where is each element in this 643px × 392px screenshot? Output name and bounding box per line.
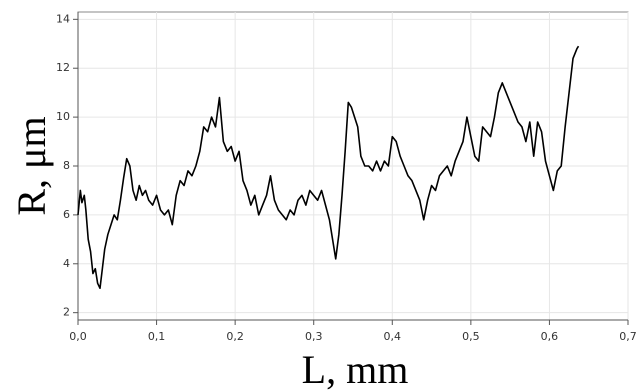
x-tick-label: 0,2 xyxy=(226,330,244,343)
x-tick-label: 0,1 xyxy=(148,330,166,343)
x-tick-label: 0,5 xyxy=(462,330,480,343)
x-tick-label: 0,6 xyxy=(541,330,559,343)
y-tick-label: 10 xyxy=(56,110,70,123)
x-tick-label: 0,0 xyxy=(69,330,87,343)
x-tick-label: 0,4 xyxy=(384,330,402,343)
y-tick-label: 4 xyxy=(63,257,70,270)
x-tick-label: 0,7 xyxy=(619,330,637,343)
y-tick-label: 2 xyxy=(63,306,70,319)
y-tick-label: 8 xyxy=(63,159,70,172)
y-tick-label: 14 xyxy=(56,12,70,25)
profile-line xyxy=(77,45,580,290)
x-axis-label: L, mm xyxy=(302,347,409,392)
x-tick-label: 0,3 xyxy=(305,330,323,343)
y-axis-label: R, μm xyxy=(9,116,54,215)
y-tick-label: 6 xyxy=(63,208,70,221)
y-tick-label: 12 xyxy=(56,61,70,74)
